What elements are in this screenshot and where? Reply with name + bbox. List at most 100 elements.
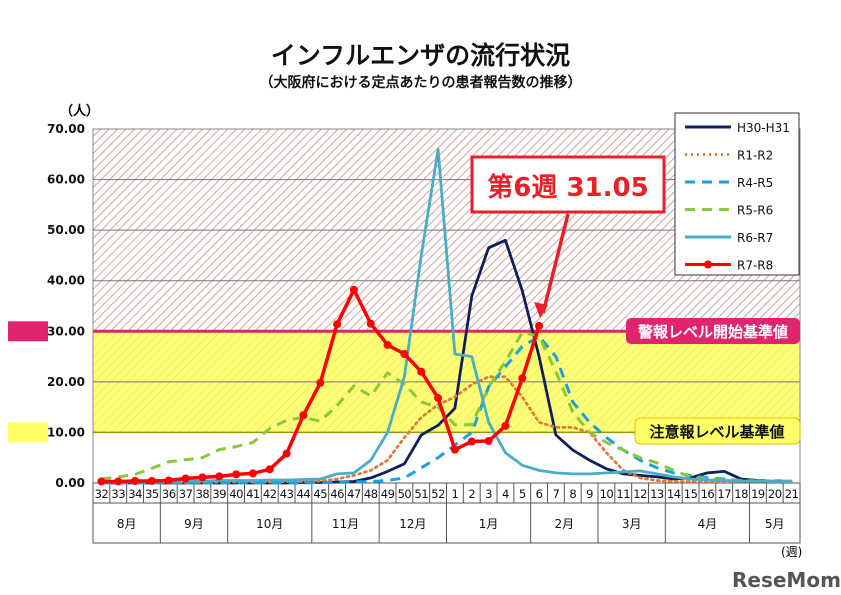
data-point-R7-R8 — [518, 374, 527, 383]
data-point-R7-R8 — [282, 449, 291, 458]
y-tick-label: 30.00 — [47, 324, 85, 338]
x-tick-label: 6 — [536, 487, 543, 501]
x-tick-label: 34 — [128, 487, 142, 501]
x-tick-label: 21 — [785, 487, 799, 501]
data-point-R7-R8 — [333, 320, 342, 329]
data-point-R7-R8 — [484, 437, 493, 446]
x-tick-label: 9 — [586, 487, 593, 501]
y-tick-label: 50.00 — [47, 223, 85, 237]
watermark-logo: ReseMom — [732, 568, 841, 592]
month-label: 3月 — [622, 517, 642, 531]
x-tick-label: 43 — [280, 487, 294, 501]
warning-tick-highlight — [8, 422, 48, 443]
annotation-arrow — [541, 213, 570, 314]
data-point-R7-R8 — [366, 319, 375, 328]
x-tick-label: 35 — [145, 487, 159, 501]
data-point-R7-R8 — [383, 340, 392, 349]
month-label: 12月 — [399, 517, 426, 531]
data-point-R7-R8 — [450, 445, 459, 454]
x-tick-label: 17 — [717, 487, 731, 501]
x-tick-label: 50 — [398, 487, 412, 501]
month-label: 1月 — [479, 517, 499, 531]
x-tick-label: 45 — [313, 487, 327, 501]
x-tick-label: 11 — [616, 487, 630, 501]
x-tick-label: 4 — [502, 487, 509, 501]
legend-box — [674, 112, 800, 276]
x-tick-label: 18 — [734, 487, 748, 501]
x-tick-label: 47 — [347, 487, 361, 501]
x-axis-label: (週) — [781, 545, 803, 559]
x-tick-label: 49 — [381, 487, 395, 501]
data-point-R7-R8 — [467, 437, 476, 446]
series-line-R6-R7 — [101, 147, 792, 483]
x-tick-label: 7 — [553, 487, 560, 501]
x-tick-label: 1 — [452, 487, 459, 501]
legend-label: R7-R8 — [737, 259, 773, 273]
y-tick-label: 20.00 — [47, 375, 85, 389]
x-tick-label: 20 — [768, 487, 782, 501]
x-tick-label: 44 — [297, 487, 311, 501]
x-tick-label: 38 — [196, 487, 210, 501]
annotation-arrowhead — [534, 301, 549, 318]
y-tick-label: 70.00 — [47, 122, 85, 136]
data-point-R7-R8 — [265, 465, 274, 474]
data-point-R7-R8 — [349, 285, 358, 294]
data-point-R7-R8 — [181, 474, 190, 483]
x-tick-label: 15 — [684, 487, 698, 501]
x-tick-label: 5 — [519, 487, 526, 501]
x-tick-label: 51 — [414, 487, 428, 501]
data-point-R7-R8 — [215, 472, 224, 481]
alarm-tick-highlight — [8, 321, 48, 342]
data-point-R7-R8 — [535, 321, 544, 330]
month-label: 10月 — [256, 517, 283, 531]
annotation-text: 第6週 31.05 — [487, 172, 648, 203]
legend-label: R4-R5 — [737, 176, 773, 190]
warning-label-box — [634, 417, 801, 445]
annotation-box — [470, 155, 666, 214]
y-tick-label: 40.00 — [47, 274, 85, 288]
legend-label: R6-R7 — [737, 231, 773, 245]
series-line-R5-R6 — [101, 330, 792, 483]
data-point-R7-R8 — [97, 477, 106, 486]
y-axis-label: （人） — [60, 104, 100, 119]
x-tick-label: 13 — [650, 487, 664, 501]
x-tick-label: 32 — [95, 487, 109, 501]
legend-label: H30-H31 — [737, 121, 790, 135]
legend-marker — [704, 260, 712, 269]
data-point-R7-R8 — [316, 378, 325, 387]
x-tick-label: 8 — [569, 487, 576, 501]
series-line-R1-R2 — [100, 375, 793, 484]
x-tick-label: 36 — [162, 487, 176, 501]
month-label: 9月 — [184, 517, 204, 531]
month-label: 4月 — [698, 517, 718, 531]
data-point-R7-R8 — [434, 394, 443, 403]
month-label: 11月 — [332, 517, 359, 531]
legend-label: R5-R6 — [737, 204, 773, 218]
x-tick-label: 40 — [229, 487, 243, 501]
data-point-R7-R8 — [417, 367, 426, 376]
alarm-label-box — [626, 318, 800, 344]
warning-label: 注意報レベル基準値 — [649, 423, 784, 441]
x-tick-label: 33 — [111, 487, 125, 501]
x-tick-label: 19 — [751, 487, 765, 501]
data-point-R7-R8 — [248, 469, 257, 478]
x-tick-label: 2 — [468, 487, 475, 501]
data-point-R7-R8 — [147, 476, 156, 485]
x-tick-label: 14 — [667, 487, 681, 501]
x-tick-label: 10 — [600, 487, 614, 501]
data-point-R7-R8 — [299, 411, 308, 420]
x-tick-label: 52 — [431, 487, 445, 501]
x-tick-label: 42 — [263, 487, 277, 501]
y-tick-label: 60.00 — [47, 173, 85, 187]
data-point-R7-R8 — [164, 476, 173, 485]
x-tick-label: 12 — [633, 487, 647, 501]
x-tick-label: 3 — [485, 487, 492, 501]
x-tick-label: 46 — [330, 487, 344, 501]
chart-subtitle: （大阪府における定点あたりの患者報告数の推移） — [259, 75, 582, 91]
data-point-R7-R8 — [501, 421, 510, 430]
month-label: 8月 — [117, 517, 137, 531]
x-tick-label: 41 — [246, 487, 260, 501]
month-label: 2月 — [555, 517, 575, 531]
